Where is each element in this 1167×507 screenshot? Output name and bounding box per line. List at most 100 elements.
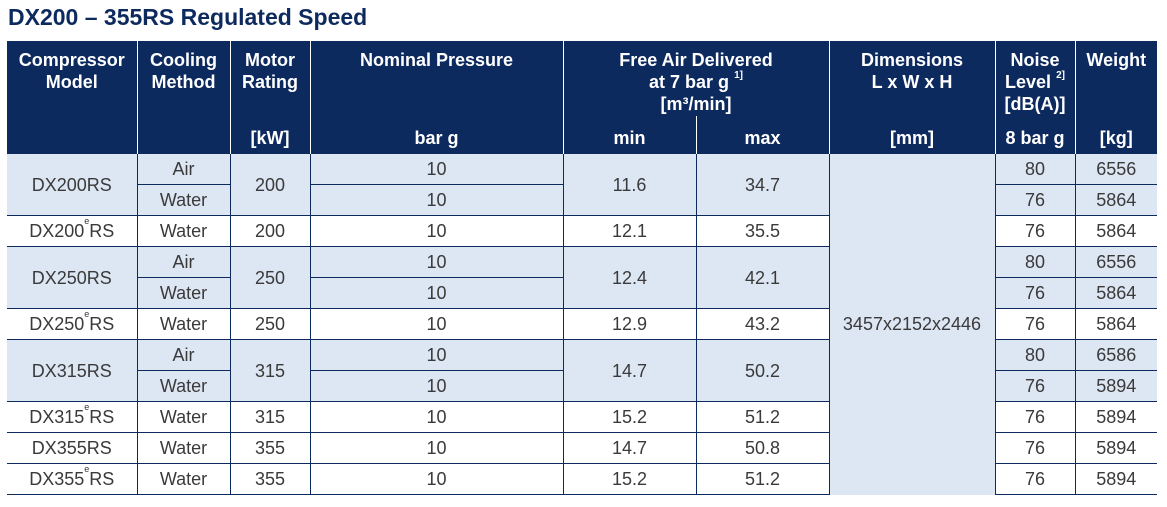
cell-motor: 315 [229,401,310,433]
table-row: DX250RS Air 250 10 12.4 42.1 80 6556 [7,246,1157,309]
cell-noise: 76 [994,308,1075,340]
cell-model: DX200eRS [7,215,137,247]
table-row: Water 10 76 5894 [7,370,1157,402]
cell-noise: 76 [994,215,1075,247]
cell-noise: 76 [994,401,1075,433]
table-row: DX250eRS Water 250 10 12.9 43.2 76 5864 [7,308,1157,340]
header-nominal-pressure: Nominal Pressure [309,41,563,116]
cell-cooling: Water [136,370,230,402]
cell-fad-min: 15.2 [562,401,696,433]
cell-pressure: 10 [309,463,563,495]
spec-table: Compressor Model Cooling Method Motor Ratin… [7,41,1157,495]
cell-model: DX315RS [7,339,137,402]
cell-noise: 76 [994,432,1075,464]
header-fad-min: min [562,116,696,154]
table-row: DX355eRS Water 355 10 15.2 51.2 76 5894 [7,463,1157,495]
header-weight: Weight [1074,41,1157,116]
cell-cooling: Water [136,215,230,247]
cell-pressure: 10 [309,153,563,185]
cell-pressure: 10 [309,184,563,216]
cell-pressure: 10 [309,401,563,433]
cell-weight: 6556 [1074,153,1157,185]
cell-weight: 6556 [1074,246,1157,278]
cell-motor: 355 [229,463,310,495]
cell-cooling: Air [136,339,230,371]
cell-fad-max: 42.1 [695,246,829,309]
cell-motor: 250 [229,246,310,309]
cell-pressure: 10 [309,339,563,371]
cell-cooling: Water [136,401,230,433]
page-title: DX200 – 355RS Regulated Speed [8,4,368,30]
cell-pressure: 10 [309,432,563,464]
header-motor-rating: Motor Rating [229,41,310,116]
header-free-air-delivered: Free Air Delivered at 7 bar g 1] [m³/min] [562,41,829,116]
cell-model: DX355eRS [7,463,137,495]
cell-fad-min: 12.9 [562,308,696,340]
cell-cooling: Water [136,277,230,309]
header-cooling-unit [136,116,230,154]
cell-fad-max: 51.2 [695,401,829,433]
cell-pressure: 10 [309,370,563,402]
cell-weight: 5894 [1074,401,1157,433]
table-row: DX315RS Air 315 10 14.7 50.2 80 6586 [7,339,1157,402]
header-cooling-method: Cooling Method [136,41,230,116]
cell-motor: 355 [229,432,310,464]
cell-fad-max: 34.7 [695,153,829,216]
table-body: DX200RS Air 200 10 11.6 34.7 3457x2152x2446 80 6… [7,153,1157,495]
cell-pressure: 10 [309,308,563,340]
cell-weight: 5894 [1074,370,1157,402]
cell-noise: 80 [994,153,1075,185]
header-fad-max: max [695,116,829,154]
cell-cooling: Water [136,463,230,495]
cell-model: DX250eRS [7,308,137,340]
cell-weight: 5864 [1074,184,1157,216]
cell-fad-max: 35.5 [695,215,829,247]
table-row: DX355RS Water 355 10 14.7 50.8 76 5894 [7,432,1157,464]
cell-noise: 80 [994,246,1075,278]
cell-motor: 250 [229,308,310,340]
cell-cooling: Air [136,153,230,185]
table-row: Water 10 76 5864 [7,184,1157,216]
header-dimensions-unit: [mm] [828,116,995,154]
cell-noise: 80 [994,339,1075,371]
header-noise-unit: 8 bar g [994,116,1075,154]
cell-weight: 5894 [1074,463,1157,495]
cell-weight: 5864 [1074,308,1157,340]
cell-weight: 5864 [1074,277,1157,309]
cell-fad-min: 14.7 [562,339,696,402]
cell-noise: 76 [994,184,1075,216]
header-pressure-unit: bar g [309,116,563,154]
cell-model: DX315eRS [7,401,137,433]
cell-cooling: Water [136,308,230,340]
cell-motor: 200 [229,215,310,247]
cell-fad-max: 43.2 [695,308,829,340]
header-weight-unit: [kg] [1074,116,1157,154]
cell-model: DX355RS [7,432,137,464]
cell-fad-min: 12.4 [562,246,696,309]
cell-cooling: Air [136,246,230,278]
cell-noise: 76 [994,277,1075,309]
cell-weight: 5894 [1074,432,1157,464]
cell-pressure: 10 [309,246,563,278]
header-motor-unit: [kW] [229,116,310,154]
cell-cooling: Water [136,184,230,216]
cell-pressure: 10 [309,215,563,247]
cell-fad-min: 14.7 [562,432,696,464]
cell-weight: 6586 [1074,339,1157,371]
table-row: DX200eRS Water 200 10 12.1 35.5 76 5864 [7,215,1157,247]
cell-fad-max: 51.2 [695,463,829,495]
header-dimensions: Dimensions L x W x H [828,41,995,116]
cell-fad-min: 12.1 [562,215,696,247]
cell-fad-min: 11.6 [562,153,696,216]
cell-noise: 76 [994,463,1075,495]
table-row: DX200RS Air 200 10 11.6 34.7 3457x2152x2446 80 6… [7,153,1157,495]
table-row: Water 10 76 5864 [7,277,1157,309]
cell-fad-min: 15.2 [562,463,696,495]
header-compressor-model: Compressor Model [7,41,137,116]
cell-model: DX200RS [7,153,137,216]
cell-motor: 315 [229,339,310,402]
table-row: DX315eRS Water 315 10 15.2 51.2 76 5894 [7,401,1157,433]
cell-pressure: 10 [309,277,563,309]
cell-motor: 200 [229,153,310,216]
cell-dimensions: 3457x2152x2446 [828,153,995,495]
